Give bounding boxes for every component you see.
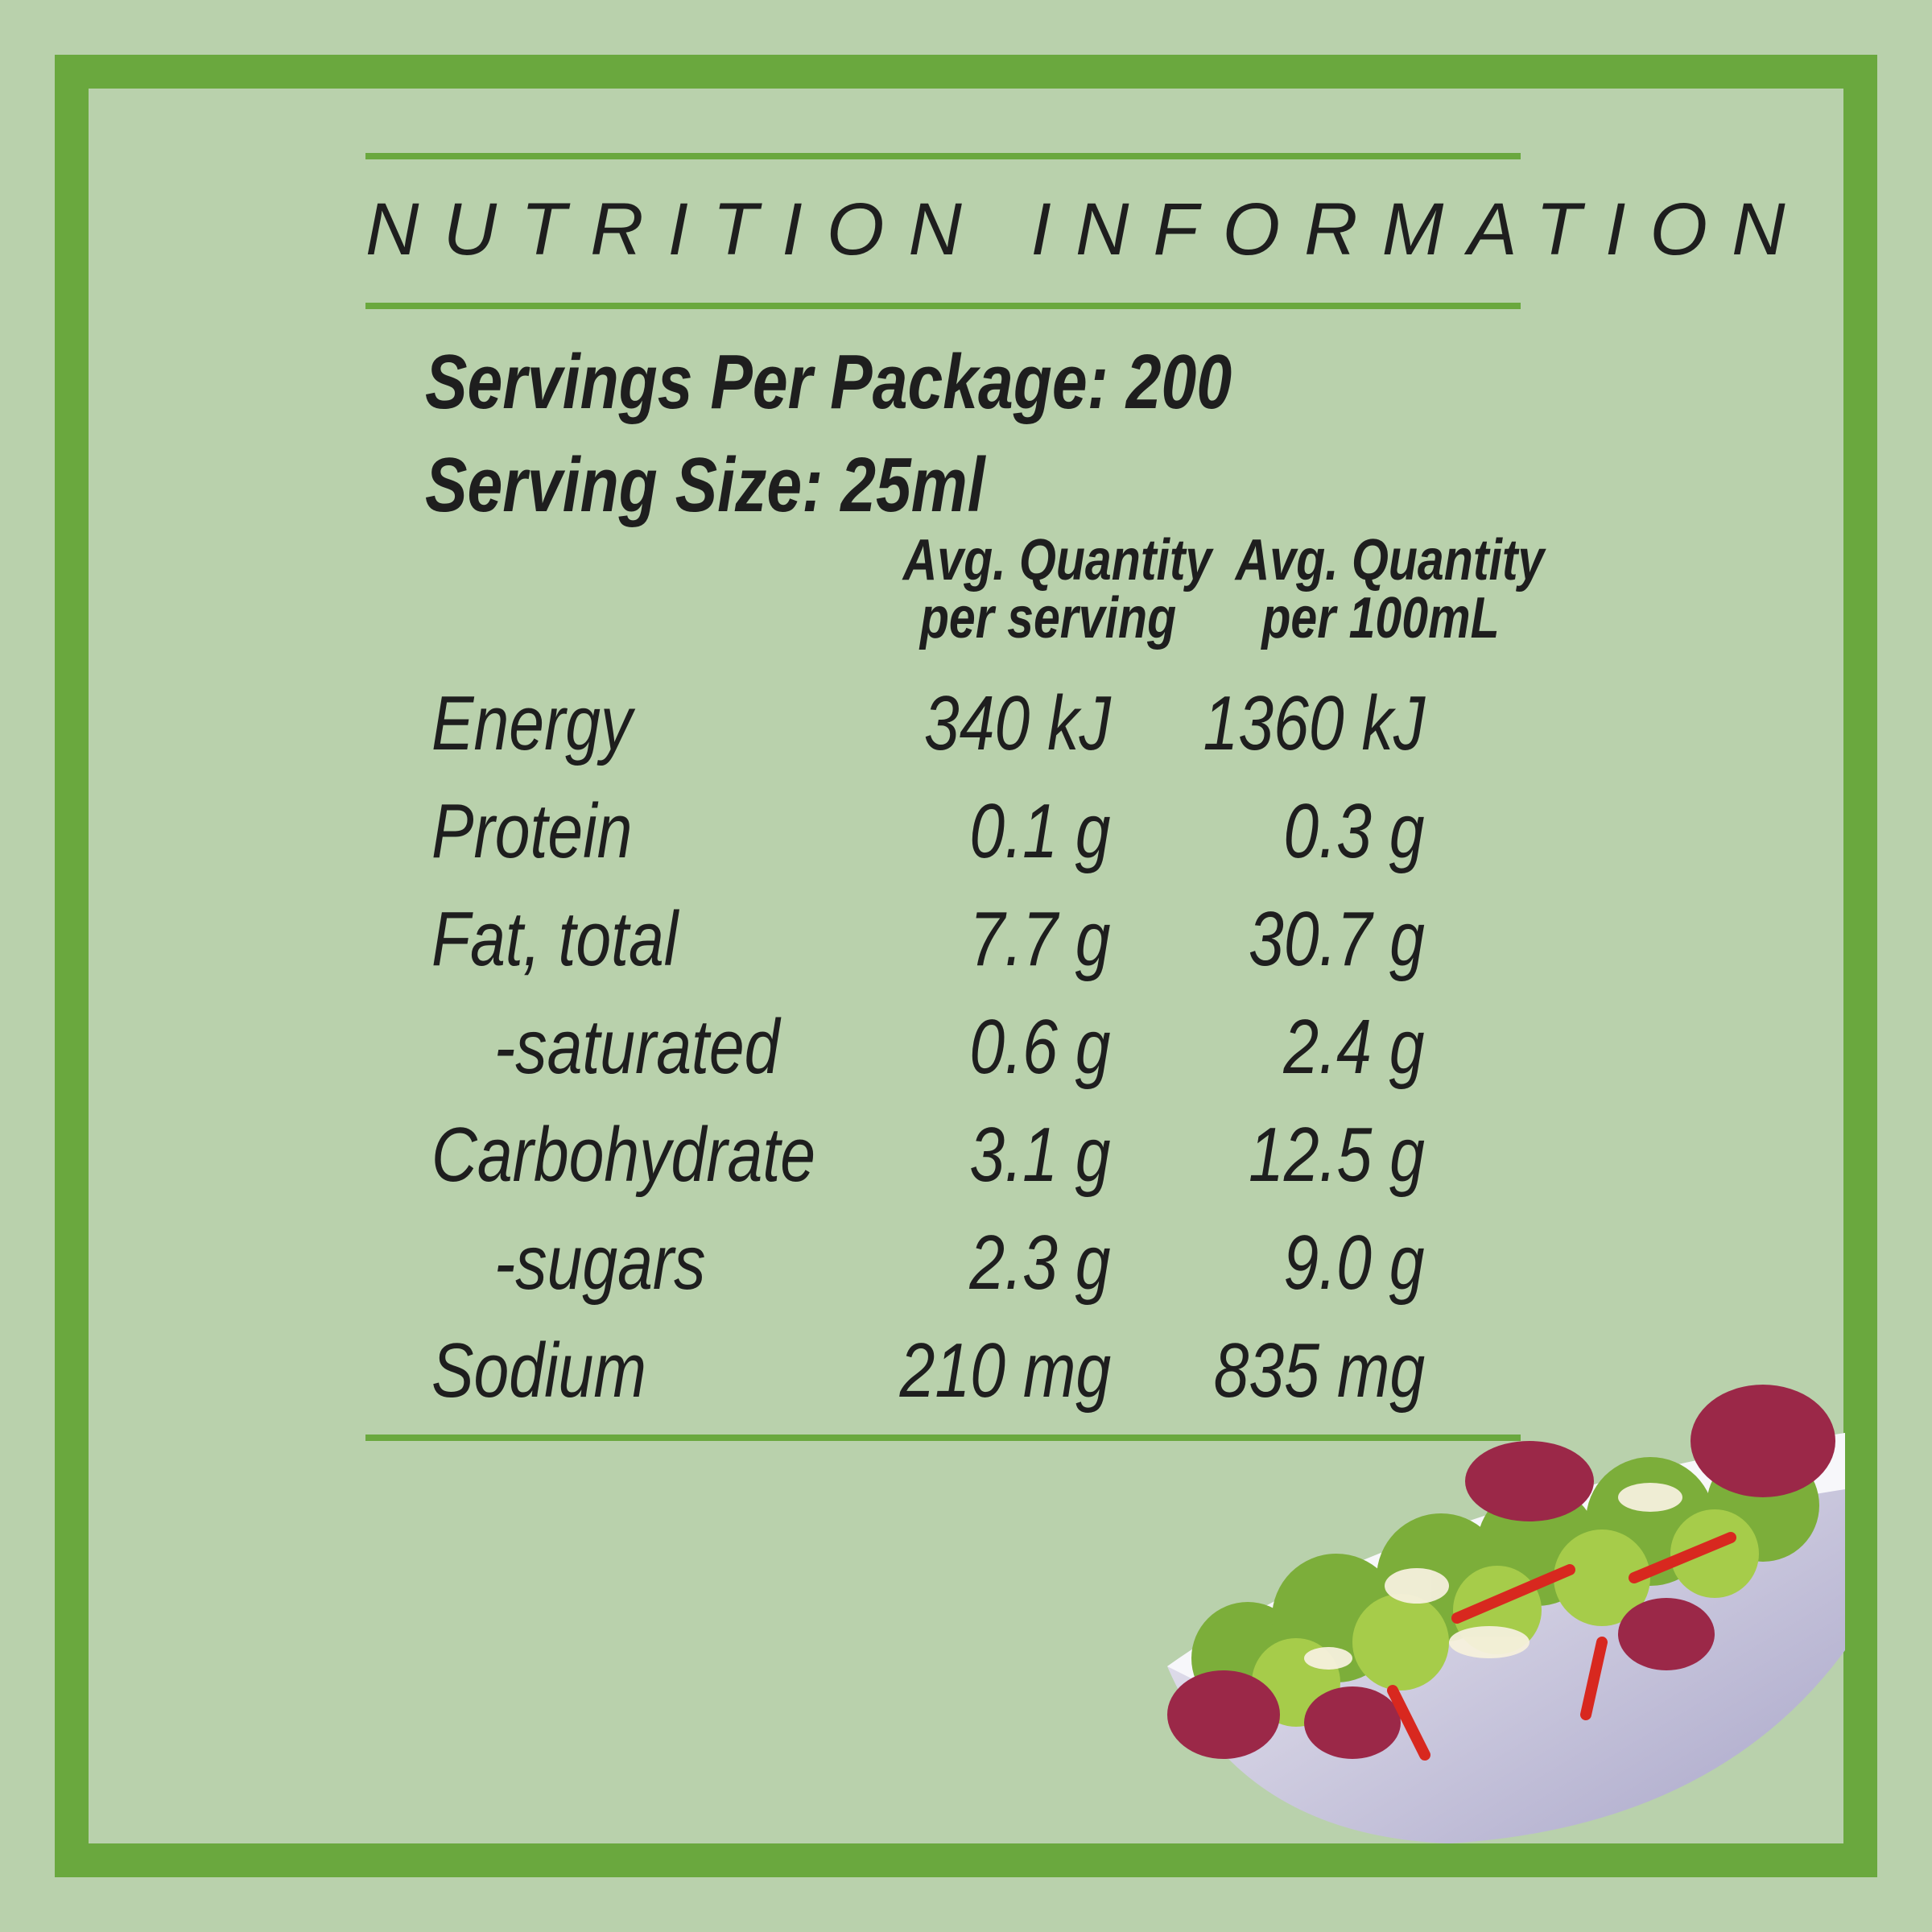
column-header-per-100ml: Avg. Quantity per 100mL (1235, 528, 1545, 650)
value-per-serving: 2.3 g (969, 1220, 1111, 1306)
value-per-serving: 0.6 g (969, 1004, 1111, 1090)
serving-size: Serving Size: 25ml (425, 442, 985, 528)
title-rule (365, 303, 1521, 309)
nutrient-name: -saturated (494, 1004, 780, 1090)
nutrient-row-protein: Protein 0.1 g 0.3 g (0, 787, 1932, 876)
nutrient-name: Energy (431, 680, 633, 766)
nutrient-name: -sugars (494, 1220, 706, 1306)
value-per-100ml: 0.3 g (1283, 788, 1425, 874)
value-per-100ml: 30.7 g (1249, 896, 1425, 982)
value-per-serving: 0.1 g (969, 788, 1111, 874)
column-header-line: per 100mL (1261, 586, 1500, 650)
value-per-serving: 7.7 g (969, 896, 1111, 982)
column-header-line: per serving (919, 586, 1177, 650)
value-per-serving: 3.1 g (969, 1112, 1111, 1198)
nutrient-row-saturated: -saturated 0.6 g 2.4 g (0, 1003, 1932, 1092)
nutrient-name: Protein (431, 788, 633, 874)
nutrient-name: Sodium (431, 1327, 646, 1414)
nutrient-row-energy: Energy 340 kJ 1360 kJ (0, 679, 1932, 768)
salad-bowl-image (1167, 1385, 1845, 1843)
nutrient-row-sugars: -sugars 2.3 g 9.0 g (0, 1219, 1932, 1307)
value-per-serving: 210 mg (899, 1327, 1111, 1414)
value-per-100ml: 1360 kJ (1203, 680, 1425, 766)
nutrient-name: Carbohydrate (431, 1112, 815, 1198)
value-per-serving: 340 kJ (924, 680, 1111, 766)
nutrient-row-sodium: Sodium 210 mg 835 mg (0, 1327, 1932, 1415)
servings-per-package: Servings Per Package: 200 (425, 339, 1232, 425)
column-header-line: Avg. Quantity (1235, 528, 1545, 592)
nutrient-name: Fat, total (431, 896, 679, 982)
value-per-100ml: 9.0 g (1283, 1220, 1425, 1306)
nutrient-row-carbohydrate: Carbohydrate 3.1 g 12.5 g (0, 1111, 1932, 1199)
column-header-per-serving: Avg. Quantity per serving (902, 528, 1212, 650)
value-per-100ml: 835 mg (1213, 1327, 1425, 1414)
top-rule (365, 153, 1521, 159)
label-frame (55, 55, 1877, 1877)
value-per-100ml: 12.5 g (1249, 1112, 1425, 1198)
bottom-rule (365, 1435, 1521, 1441)
nutrient-row-fat-total: Fat, total 7.7 g 30.7 g (0, 895, 1932, 984)
nutrition-title: NUTRITION INFORMATION (365, 188, 1810, 270)
column-header-line: Avg. Quantity (902, 528, 1212, 592)
value-per-100ml: 2.4 g (1283, 1004, 1425, 1090)
